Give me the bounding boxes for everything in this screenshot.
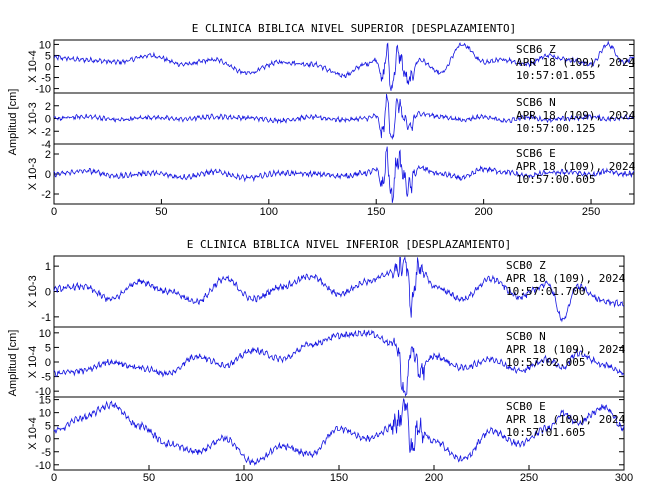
- y-tick-label: 15: [39, 395, 51, 407]
- x-tick-label: 250: [582, 206, 600, 218]
- y-tick-label: 0: [45, 434, 51, 446]
- x-tick-label: 0: [51, 472, 57, 484]
- station-info-line: APR 18 (109), 2024: [506, 343, 626, 356]
- y-tick-label: 2: [45, 149, 51, 161]
- y-tick-label: -10: [35, 84, 51, 96]
- y-tick-label: -2: [41, 126, 51, 138]
- y-tick-label: 2: [45, 101, 51, 113]
- scale-factor-label: X 10-4: [27, 346, 39, 378]
- chart-title: E CLINICA BIBLICA NIVEL SUPERIOR [DESPLA…: [192, 22, 517, 35]
- station-info-line: APR 18 (109), 2024: [516, 160, 636, 173]
- x-tick-label: 200: [425, 472, 443, 484]
- chart-title: E CLINICA BIBLICA NIVEL INFERIOR [DESPLA…: [187, 238, 512, 251]
- scale-factor-label: X 10-4: [27, 50, 39, 82]
- x-tick-label: 200: [474, 206, 492, 218]
- station-info-line: SCB0 N: [506, 330, 546, 343]
- y-tick-label: 10: [39, 328, 51, 340]
- waveform-trace: [53, 398, 625, 467]
- waveform-trace: [53, 93, 634, 140]
- y-tick-label: -2: [41, 189, 51, 201]
- waveform-trace: [53, 255, 625, 323]
- x-tick-label: 100: [235, 472, 253, 484]
- y-tick-label: 0: [45, 62, 51, 74]
- y-tick-label: 10: [39, 408, 51, 420]
- station-info-line: 10:57:01.700: [506, 285, 585, 298]
- x-tick-label: 150: [330, 472, 348, 484]
- y-tick-label: 1: [45, 261, 51, 273]
- y-tick-label: 10: [39, 39, 51, 51]
- y-axis-label: Amplitud [cm]: [7, 330, 19, 397]
- scale-factor-label: X 10-4: [27, 417, 39, 449]
- x-tick-label: 100: [260, 206, 278, 218]
- station-info-line: 10:57:01.055: [516, 69, 595, 82]
- station-info-line: SCB0 Z: [506, 259, 546, 272]
- y-tick-label: -4: [41, 139, 51, 151]
- y-tick-label: -10: [35, 386, 51, 398]
- station-info-line: SCB6 E: [516, 147, 556, 160]
- waveform-trace: [53, 146, 635, 203]
- y-tick-label: -5: [41, 447, 51, 459]
- y-tick-label: -5: [41, 372, 51, 384]
- x-tick-label: 250: [520, 472, 538, 484]
- x-tick-label: 0: [51, 206, 57, 218]
- station-info-line: APR 18 (109), 2024: [516, 56, 636, 69]
- station-info-line: APR 18 (109), 2024: [506, 413, 626, 426]
- y-tick-label: 5: [45, 421, 51, 433]
- y-tick-label: 0: [45, 169, 51, 181]
- station-info-line: APR 18 (109), 2024: [506, 272, 626, 285]
- station-info-line: SCB6 N: [516, 96, 556, 109]
- x-tick-label: 50: [155, 206, 167, 218]
- station-info-line: 10:57:01.605: [506, 426, 585, 439]
- y-tick-label: -5: [41, 73, 51, 85]
- station-info-line: 10:57:00.125: [516, 122, 595, 135]
- station-info-line: SCB6 Z: [516, 43, 556, 56]
- y-tick-label: 0: [45, 287, 51, 299]
- waveform-trace: [53, 40, 635, 91]
- waveform-trace: [53, 329, 625, 397]
- station-info-line: 10:57:00.605: [516, 173, 595, 186]
- scale-factor-label: X 10-3: [27, 158, 39, 190]
- station-info-line: APR 18 (109), 2024: [516, 109, 636, 122]
- station-info-line: 10:57:02.005: [506, 356, 585, 369]
- y-tick-label: -10: [35, 460, 51, 472]
- scale-factor-label: X 10-3: [27, 275, 39, 307]
- scale-factor-label: X 10-3: [27, 102, 39, 134]
- y-axis-label: Amplitud [cm]: [7, 89, 19, 156]
- station-info-line: SCB0 E: [506, 400, 546, 413]
- y-tick-label: -1: [41, 312, 51, 324]
- y-tick-label: 5: [45, 50, 51, 62]
- x-tick-label: 150: [367, 206, 385, 218]
- y-tick-label: 0: [45, 357, 51, 369]
- x-tick-label: 50: [143, 472, 155, 484]
- y-tick-label: 5: [45, 342, 51, 354]
- y-tick-label: 0: [45, 114, 51, 126]
- x-tick-label: 300: [615, 472, 633, 484]
